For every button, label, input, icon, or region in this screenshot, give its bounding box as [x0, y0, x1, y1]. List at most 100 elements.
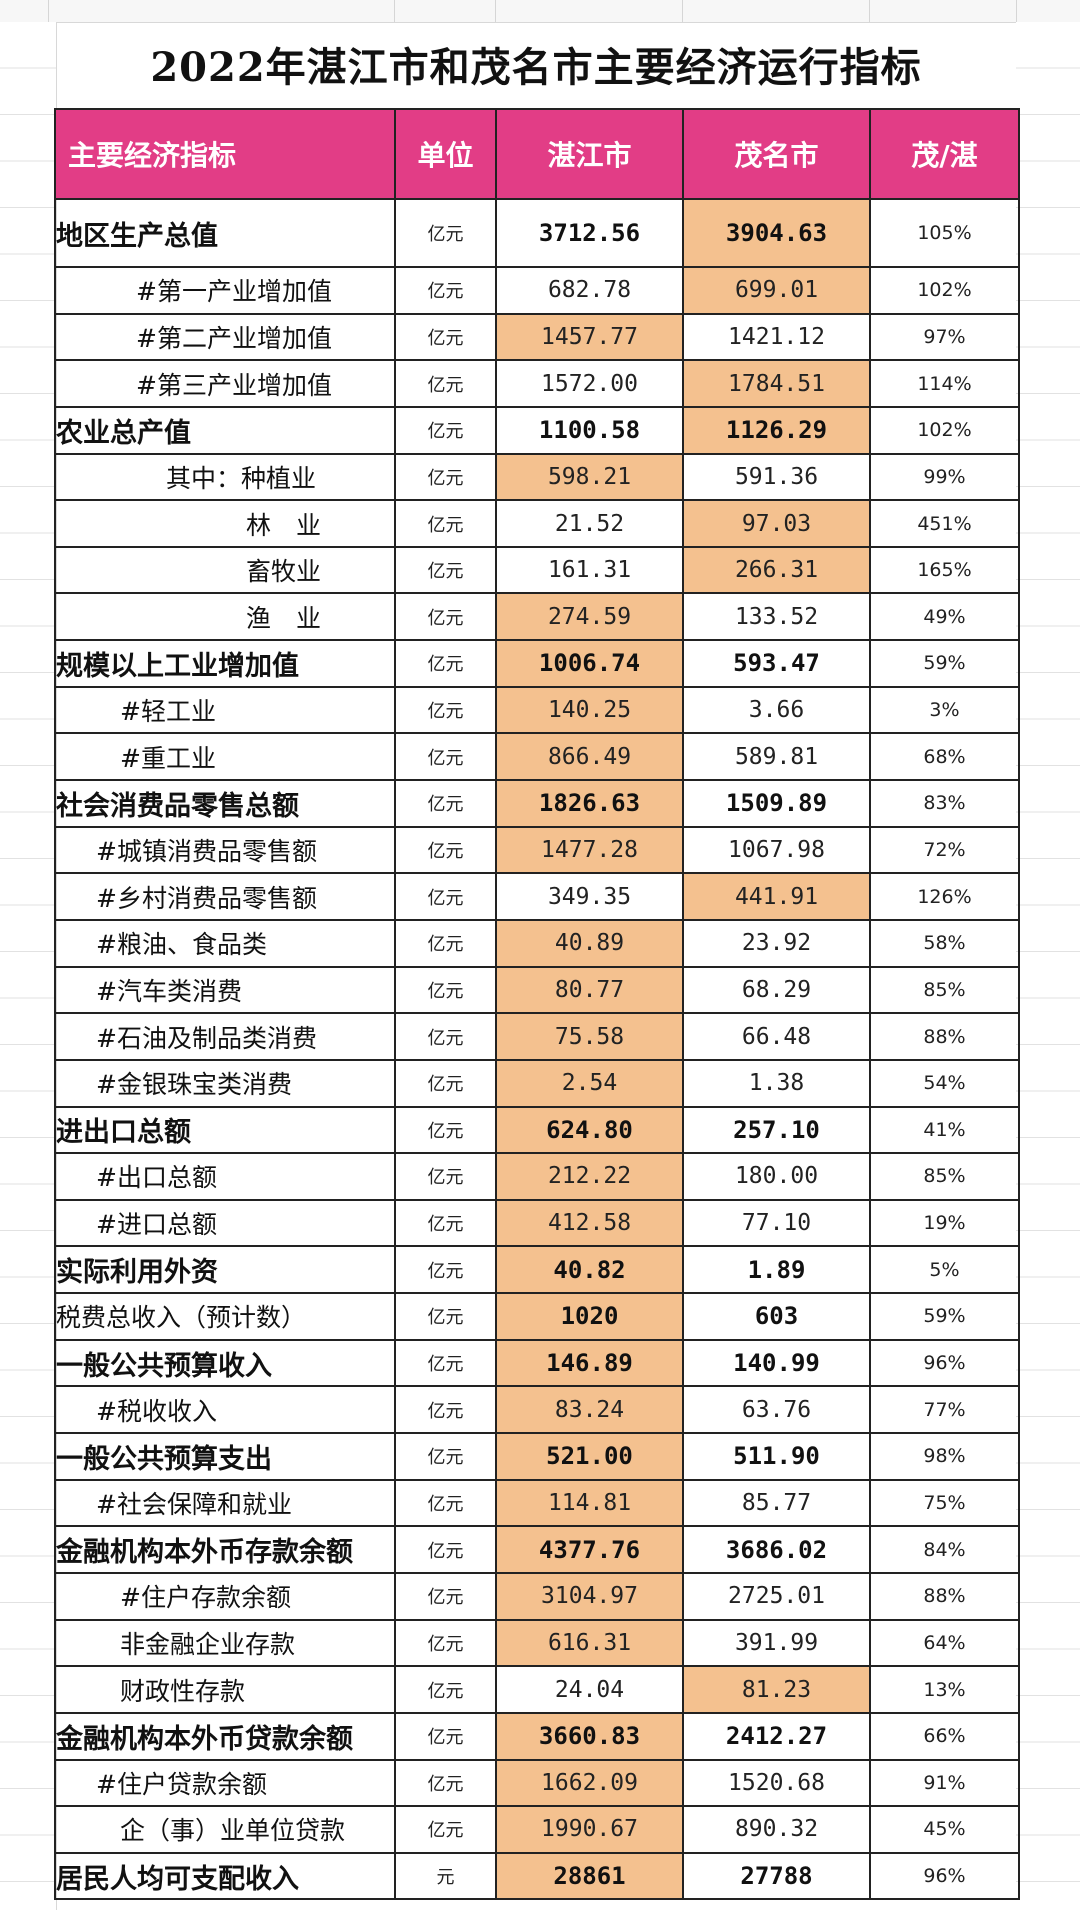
- unit-cell[interactable]: 亿元: [394, 592, 497, 642]
- indicator-name-cell[interactable]: #轻工业: [54, 685, 396, 735]
- maoming-value-cell[interactable]: 97.03: [682, 499, 871, 548]
- maoming-value-cell[interactable]: 391.99: [682, 1618, 871, 1668]
- ratio-cell[interactable]: 85%: [869, 965, 1020, 1015]
- unit-cell[interactable]: 亿元: [394, 1338, 497, 1388]
- ratio-cell[interactable]: 77%: [869, 1385, 1020, 1435]
- unit-cell[interactable]: 亿元: [394, 1478, 497, 1528]
- zhanjiang-value-cell[interactable]: 412.58: [495, 1198, 684, 1248]
- ratio-cell[interactable]: 19%: [869, 1198, 1020, 1248]
- maoming-value-cell[interactable]: 511.90: [682, 1432, 871, 1481]
- indicator-name-cell[interactable]: 财政性存款: [54, 1665, 396, 1714]
- ratio-cell[interactable]: 59%: [869, 639, 1020, 688]
- maoming-value-cell[interactable]: 1.38: [682, 1058, 871, 1108]
- maoming-value-cell[interactable]: 1784.51: [682, 359, 871, 408]
- maoming-value-cell[interactable]: 1.89: [682, 1245, 871, 1295]
- unit-cell[interactable]: 亿元: [394, 198, 497, 268]
- zhanjiang-value-cell[interactable]: 212.22: [495, 1152, 684, 1201]
- unit-cell[interactable]: 亿元: [394, 405, 497, 455]
- indicator-name-cell[interactable]: #第一产业增加值: [54, 266, 396, 315]
- unit-cell[interactable]: 亿元: [394, 639, 497, 688]
- maoming-value-cell[interactable]: 3.66: [682, 685, 871, 735]
- indicator-name-cell[interactable]: 林 业: [54, 499, 396, 548]
- indicator-name-cell[interactable]: #汽车类消费: [54, 965, 396, 1015]
- zhanjiang-value-cell[interactable]: 1457.77: [495, 312, 684, 362]
- maoming-value-cell[interactable]: 266.31: [682, 545, 871, 595]
- unit-cell[interactable]: 亿元: [394, 1245, 497, 1295]
- zhanjiang-value-cell[interactable]: 1006.74: [495, 639, 684, 688]
- ratio-cell[interactable]: 68%: [869, 732, 1020, 782]
- unit-cell[interactable]: 亿元: [394, 1805, 497, 1854]
- header-indicator[interactable]: 主要经济指标: [54, 108, 396, 200]
- indicator-name-cell[interactable]: #第二产业增加值: [54, 312, 396, 362]
- zhanjiang-value-cell[interactable]: 682.78: [495, 266, 684, 315]
- indicator-name-cell[interactable]: 税费总收入（预计数）: [54, 1292, 396, 1341]
- indicator-name-cell[interactable]: 农业总产值: [54, 405, 396, 455]
- ratio-cell[interactable]: 102%: [869, 266, 1020, 315]
- unit-cell[interactable]: 亿元: [394, 732, 497, 782]
- indicator-name-cell[interactable]: #金银珠宝类消费: [54, 1058, 396, 1108]
- maoming-value-cell[interactable]: 1126.29: [682, 405, 871, 455]
- indicator-name-cell[interactable]: #住户存款余额: [54, 1571, 396, 1621]
- maoming-value-cell[interactable]: 3686.02: [682, 1525, 871, 1574]
- unit-cell[interactable]: 亿元: [394, 1292, 497, 1341]
- indicator-name-cell[interactable]: #住户贷款余额: [54, 1758, 396, 1808]
- zhanjiang-value-cell[interactable]: 80.77: [495, 965, 684, 1015]
- zhanjiang-value-cell[interactable]: 1100.58: [495, 405, 684, 455]
- indicator-name-cell[interactable]: #乡村消费品零售额: [54, 872, 396, 921]
- unit-cell[interactable]: 亿元: [394, 779, 497, 828]
- unit-cell[interactable]: 亿元: [394, 1058, 497, 1108]
- ratio-cell[interactable]: 126%: [869, 872, 1020, 921]
- zhanjiang-value-cell[interactable]: 866.49: [495, 732, 684, 782]
- unit-cell[interactable]: 亿元: [394, 359, 497, 408]
- maoming-value-cell[interactable]: 593.47: [682, 639, 871, 688]
- ratio-cell[interactable]: 97%: [869, 312, 1020, 362]
- ratio-cell[interactable]: 45%: [869, 1805, 1020, 1854]
- unit-cell[interactable]: 亿元: [394, 1618, 497, 1668]
- ratio-cell[interactable]: 59%: [869, 1292, 1020, 1341]
- maoming-value-cell[interactable]: 1509.89: [682, 779, 871, 828]
- maoming-value-cell[interactable]: 589.81: [682, 732, 871, 782]
- unit-cell[interactable]: 亿元: [394, 1105, 497, 1155]
- unit-cell[interactable]: 亿元: [394, 312, 497, 362]
- zhanjiang-value-cell[interactable]: 21.52: [495, 499, 684, 548]
- ratio-cell[interactable]: 88%: [869, 1571, 1020, 1621]
- ratio-cell[interactable]: 41%: [869, 1105, 1020, 1155]
- unit-cell[interactable]: 亿元: [394, 685, 497, 735]
- zhanjiang-value-cell[interactable]: 4377.76: [495, 1525, 684, 1574]
- ratio-cell[interactable]: 102%: [869, 405, 1020, 455]
- indicator-name-cell[interactable]: 进出口总额: [54, 1105, 396, 1155]
- header-ratio[interactable]: 茂/湛: [869, 108, 1020, 200]
- indicator-name-cell[interactable]: 居民人均可支配收入: [54, 1851, 396, 1901]
- unit-cell[interactable]: 亿元: [394, 1198, 497, 1248]
- zhanjiang-value-cell[interactable]: 1477.28: [495, 825, 684, 875]
- zhanjiang-value-cell[interactable]: 3660.83: [495, 1711, 684, 1761]
- unit-cell[interactable]: 亿元: [394, 452, 497, 502]
- indicator-name-cell[interactable]: #重工业: [54, 732, 396, 782]
- ratio-cell[interactable]: 5%: [869, 1245, 1020, 1295]
- unit-cell[interactable]: 亿元: [394, 1758, 497, 1808]
- ratio-cell[interactable]: 49%: [869, 592, 1020, 642]
- ratio-cell[interactable]: 96%: [869, 1851, 1020, 1901]
- maoming-value-cell[interactable]: 180.00: [682, 1152, 871, 1201]
- ratio-cell[interactable]: 66%: [869, 1711, 1020, 1761]
- zhanjiang-value-cell[interactable]: 75.58: [495, 1012, 684, 1061]
- unit-cell[interactable]: 亿元: [394, 1665, 497, 1714]
- maoming-value-cell[interactable]: 140.99: [682, 1338, 871, 1388]
- zhanjiang-value-cell[interactable]: 40.82: [495, 1245, 684, 1295]
- ratio-cell[interactable]: 83%: [869, 779, 1020, 828]
- indicator-name-cell[interactable]: 地区生产总值: [54, 198, 396, 268]
- indicator-name-cell[interactable]: #税收收入: [54, 1385, 396, 1435]
- ratio-cell[interactable]: 96%: [869, 1338, 1020, 1388]
- indicator-name-cell[interactable]: #第三产业增加值: [54, 359, 396, 408]
- zhanjiang-value-cell[interactable]: 2.54: [495, 1058, 684, 1108]
- indicator-name-cell[interactable]: 其中：种植业: [54, 452, 396, 502]
- ratio-cell[interactable]: 99%: [869, 452, 1020, 502]
- indicator-name-cell[interactable]: 企（事）业单位贷款: [54, 1805, 396, 1854]
- zhanjiang-value-cell[interactable]: 24.04: [495, 1665, 684, 1714]
- indicator-name-cell[interactable]: 一般公共预算支出: [54, 1432, 396, 1481]
- unit-cell[interactable]: 亿元: [394, 499, 497, 548]
- zhanjiang-value-cell[interactable]: 40.89: [495, 918, 684, 968]
- unit-cell[interactable]: 亿元: [394, 266, 497, 315]
- maoming-value-cell[interactable]: 63.76: [682, 1385, 871, 1435]
- unit-cell[interactable]: 亿元: [394, 1012, 497, 1061]
